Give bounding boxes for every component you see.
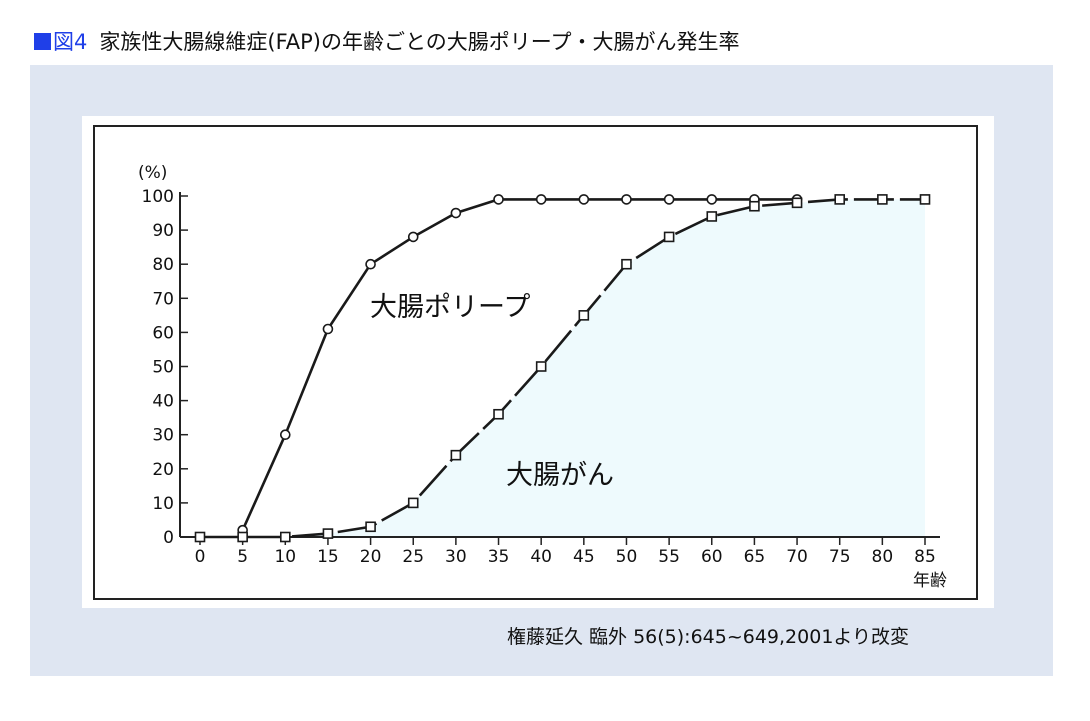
- point-cancer-5: [237, 531, 248, 543]
- cancer-area-fill: [200, 199, 925, 537]
- y-tick-label-60: 60: [152, 323, 174, 343]
- point-cancer-25: [407, 497, 419, 509]
- point-cancer-15: [322, 528, 334, 539]
- chart-frame: [93, 125, 978, 600]
- series-line-polyp: [241, 198, 798, 531]
- x-tick-label-80: 80: [872, 547, 894, 567]
- point-polyp-35: [493, 194, 504, 205]
- y-tick-label-70: 70: [152, 289, 174, 309]
- x-tick-label-20: 20: [360, 547, 382, 567]
- point-cancer-65: [749, 200, 760, 212]
- point-cancer-80: [877, 194, 888, 205]
- x-tick-label-30: 30: [445, 547, 467, 567]
- x-tick-label-75: 75: [829, 547, 851, 567]
- point-polyp-25: [407, 231, 419, 243]
- figure-number: 図4: [53, 30, 88, 54]
- point-polyp-50: [621, 194, 632, 205]
- y-tick-label-50: 50: [152, 358, 174, 378]
- figure-title: 図4 家族性大腸線維症(FAP)の年齢ごとの大腸ポリープ・大腸がん発生率: [34, 24, 739, 58]
- series-label-polyp: 大腸ポリープ: [370, 292, 530, 323]
- point-polyp-10: [279, 429, 291, 441]
- x-tick-label-60: 60: [701, 547, 723, 567]
- point-cancer-45: [578, 310, 590, 321]
- x-tick-label-45: 45: [573, 547, 595, 567]
- figure-title-text: 家族性大腸線維症(FAP)の年齢ごとの大腸ポリープ・大腸がん発生率: [99, 30, 740, 54]
- point-cancer-70: [791, 197, 803, 209]
- x-tick-label-35: 35: [488, 547, 510, 567]
- point-polyp-45: [578, 194, 590, 205]
- source-citation: 権藤延久 臨外 56(5):645~649,2001より改変: [507, 626, 910, 648]
- x-tick-label-50: 50: [616, 547, 638, 567]
- x-tick-label-10: 10: [274, 547, 296, 567]
- point-polyp-60: [706, 194, 718, 205]
- series-line-cancer: [200, 198, 925, 539]
- point-polyp-55: [663, 194, 675, 205]
- point-cancer-35: [493, 408, 504, 420]
- y-tick-label-30: 30: [152, 426, 174, 446]
- point-cancer-60: [706, 211, 718, 222]
- y-axis-label: (%): [138, 163, 167, 183]
- x-tick-label-25: 25: [402, 547, 424, 567]
- y-tick-label-80: 80: [152, 255, 174, 275]
- point-cancer-10: [279, 531, 291, 543]
- point-cancer-0: [194, 531, 206, 543]
- y-tick-label-0: 0: [163, 528, 174, 548]
- title-square-icon: [34, 32, 51, 50]
- x-tick-label-15: 15: [317, 547, 339, 567]
- point-polyp-30: [450, 207, 462, 219]
- y-tick-label-10: 10: [152, 494, 174, 514]
- y-tick-label-40: 40: [152, 392, 174, 412]
- y-tick-label-90: 90: [152, 221, 174, 241]
- point-polyp-40: [535, 194, 547, 205]
- x-tick-label-40: 40: [530, 547, 552, 567]
- x-tick-label-5: 5: [237, 547, 248, 567]
- y-tick-label-100: 100: [142, 187, 174, 207]
- x-tick-label-70: 70: [786, 547, 808, 567]
- point-polyp-15: [322, 323, 334, 335]
- y-tick-label-20: 20: [152, 460, 174, 480]
- chart-svg: 0 10 20 30 40 50 60 70 80 90 100 (%) 0 5 10 15 20 25 30 35 4…: [93, 125, 978, 600]
- x-tick-label-65: 65: [744, 547, 766, 567]
- series-label-cancer: 大腸がん: [506, 460, 614, 491]
- point-cancer-30: [450, 449, 462, 461]
- point-cancer-85: [919, 194, 931, 205]
- x-tick-label-85: 85: [914, 547, 936, 567]
- x-axis-label: 年齢: [913, 571, 947, 591]
- point-cancer-55: [663, 231, 675, 243]
- point-cancer-40: [535, 361, 547, 372]
- point-cancer-50: [621, 258, 632, 270]
- x-tick-label-55: 55: [658, 547, 680, 567]
- point-polyp-20: [365, 258, 376, 270]
- x-tick-label-0: 0: [195, 547, 206, 567]
- point-cancer-20: [365, 521, 376, 533]
- point-cancer-75: [834, 194, 846, 205]
- chart-card: 0 10 20 30 40 50 60 70 80 90 100 (%) 0 5 10 15 20 25 30 35 4…: [82, 116, 994, 608]
